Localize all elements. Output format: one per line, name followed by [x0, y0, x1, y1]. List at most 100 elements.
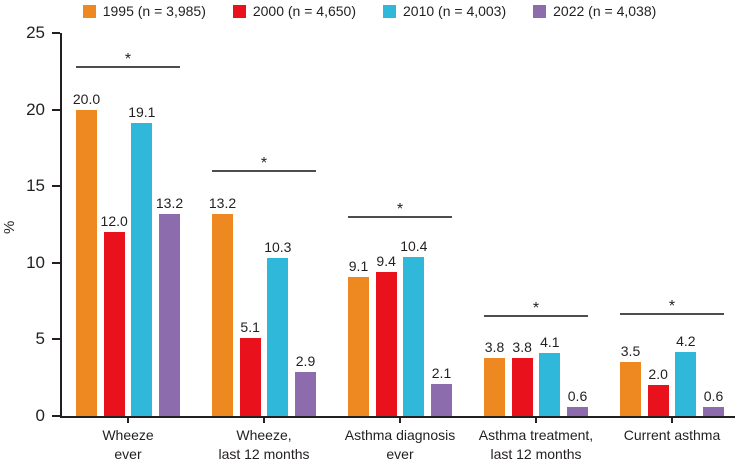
bar-value-label: 3.8	[484, 338, 505, 355]
bar: 2.9	[295, 353, 316, 416]
bar-value-label: 10.3	[264, 239, 292, 256]
significance-line	[212, 170, 316, 173]
bar: 0.6	[703, 388, 724, 416]
y-axis-tick	[52, 415, 60, 417]
bar: 3.5	[620, 343, 641, 416]
category-label-line1: Wheeze,	[236, 427, 292, 443]
bar-value-label: 9.4	[376, 253, 396, 269]
bar-value-label: 0.6	[567, 387, 588, 404]
bar-value-label: 5.1	[240, 318, 260, 335]
bar-group: 20.0 12.0 19.1 13.2 * Wheeze ever	[73, 33, 183, 462]
bar-group: 3.8 3.8 4.1 0.6 * Asthma treatment, last 12 mo…	[479, 33, 593, 462]
legend-swatch-icon	[533, 4, 547, 18]
y-axis-tick	[52, 338, 60, 341]
bar-value-label: 12.0	[100, 213, 128, 230]
bar: 20.0	[73, 91, 100, 416]
bar-value-label: 9.1	[348, 257, 369, 274]
bar-value-label: 10.4	[400, 237, 428, 254]
category-label-line2: ever	[386, 446, 414, 462]
bar-value-label: 3.5	[620, 343, 641, 360]
bar-group: 3.5 2.0 4.2 0.6 * Current asthma	[620, 33, 724, 443]
chart-legend: 1995 (n = 3,985) 2000 (n = 4,650) 2010 (n …	[0, 3, 739, 19]
legend-item: 2000 (n = 4,650)	[232, 3, 356, 19]
bar-group: 13.2 5.1 10.3 2.9 * Wheeze, last 12 months	[209, 33, 316, 462]
category-label-line1: Wheeze	[102, 427, 154, 443]
bar-group: 9.1 9.4 10.4 2.1 * Asthma diagnosis ever	[345, 33, 456, 462]
y-axis-tick-label: 5	[35, 329, 45, 349]
bar-value-label: 2.0	[648, 366, 668, 383]
category-label: Asthma treatment, last 12 months	[446, 426, 626, 464]
bar-value-label: 0.6	[703, 387, 724, 404]
bar-value-label: 20.0	[72, 90, 101, 107]
y-axis-tick	[52, 108, 60, 111]
bar: 10.4	[400, 238, 427, 416]
bar: 4.2	[675, 333, 697, 416]
bar: 10.3	[264, 239, 291, 416]
legend-item: 2022 (n = 4,038)	[533, 3, 656, 19]
y-axis-tick	[52, 261, 60, 264]
y-axis-tick-label: 15	[26, 176, 45, 196]
y-axis-tick-label: 20	[26, 99, 45, 119]
bar: 2.0	[647, 366, 669, 416]
legend-swatch-icon	[383, 4, 396, 18]
legend-label: 2022 (n = 4,038)	[553, 3, 657, 19]
x-axis-tick	[127, 418, 129, 423]
category-label-line2: last 12 months	[218, 446, 310, 462]
category-label: Current asthma	[582, 426, 739, 445]
category-label-line1: Asthma treatment,	[478, 427, 594, 443]
bar: 12.0	[101, 213, 128, 416]
legend-item: 1995 (n = 3,985)	[82, 3, 206, 19]
legend-swatch-icon	[82, 4, 96, 18]
bar-value-label: 13.2	[208, 194, 237, 211]
bar: 9.4	[375, 253, 397, 416]
bar-value-label: 13.2	[155, 194, 184, 211]
legend-label: 2000 (n = 4,650)	[252, 3, 356, 19]
legend-swatch-icon	[232, 4, 246, 18]
bar: 19.1	[128, 104, 155, 416]
legend-label: 2010 (n = 4,003)	[403, 3, 507, 19]
y-axis-tick	[52, 32, 60, 34]
bar-value-label: 2.1	[431, 364, 452, 381]
x-axis-line	[60, 416, 735, 418]
x-axis-tick	[535, 418, 537, 423]
category-label-line1: Asthma diagnosis	[344, 427, 456, 443]
significance-asterisk: *	[124, 51, 132, 69]
category-label-line2: last 12 months	[490, 446, 582, 462]
plot-area: 0 5 10 15 20 25 20.0 12.0 19.1 13.2 * Wheeze ever 13.…	[26, 23, 735, 462]
bar: 13.2	[209, 195, 236, 416]
x-axis-tick	[263, 418, 265, 423]
bar-value-label: 2.9	[295, 352, 316, 369]
category-label-line2: ever	[114, 446, 142, 462]
y-axis-line	[60, 33, 62, 416]
bar: 3.8	[484, 339, 505, 416]
bar: 5.1	[239, 319, 261, 416]
y-axis-tick-label: 10	[26, 252, 45, 272]
significance-line	[484, 315, 588, 318]
bar: 13.2	[156, 195, 183, 416]
significance-asterisk: *	[260, 155, 268, 173]
x-axis-tick	[399, 418, 401, 423]
bar-value-label: 4.1	[540, 334, 560, 351]
bar-value-label: 19.1	[128, 104, 156, 121]
y-axis-tick-label: 25	[26, 23, 45, 42]
bar: 9.1	[348, 258, 369, 416]
y-axis-title: %	[1, 220, 18, 234]
category-label-line1: Current asthma	[623, 427, 721, 443]
bar-value-label: 3.8	[512, 338, 532, 355]
significance-asterisk: *	[668, 297, 676, 315]
bar: 4.1	[539, 334, 561, 416]
y-axis-tick-label: 0	[35, 406, 45, 425]
significance-line	[620, 312, 724, 315]
bar-value-label: 4.2	[676, 332, 696, 349]
legend-label: 1995 (n = 3,985)	[102, 3, 206, 19]
bar: 2.1	[431, 365, 452, 416]
category-label: Asthma diagnosis ever	[310, 426, 490, 464]
x-axis-tick	[671, 418, 673, 423]
bar: 3.8	[511, 339, 533, 416]
significance-line	[76, 66, 180, 69]
bar: 0.6	[567, 388, 588, 416]
significance-line	[348, 216, 452, 219]
significance-asterisk: *	[396, 201, 404, 219]
y-axis-tick	[52, 185, 60, 188]
